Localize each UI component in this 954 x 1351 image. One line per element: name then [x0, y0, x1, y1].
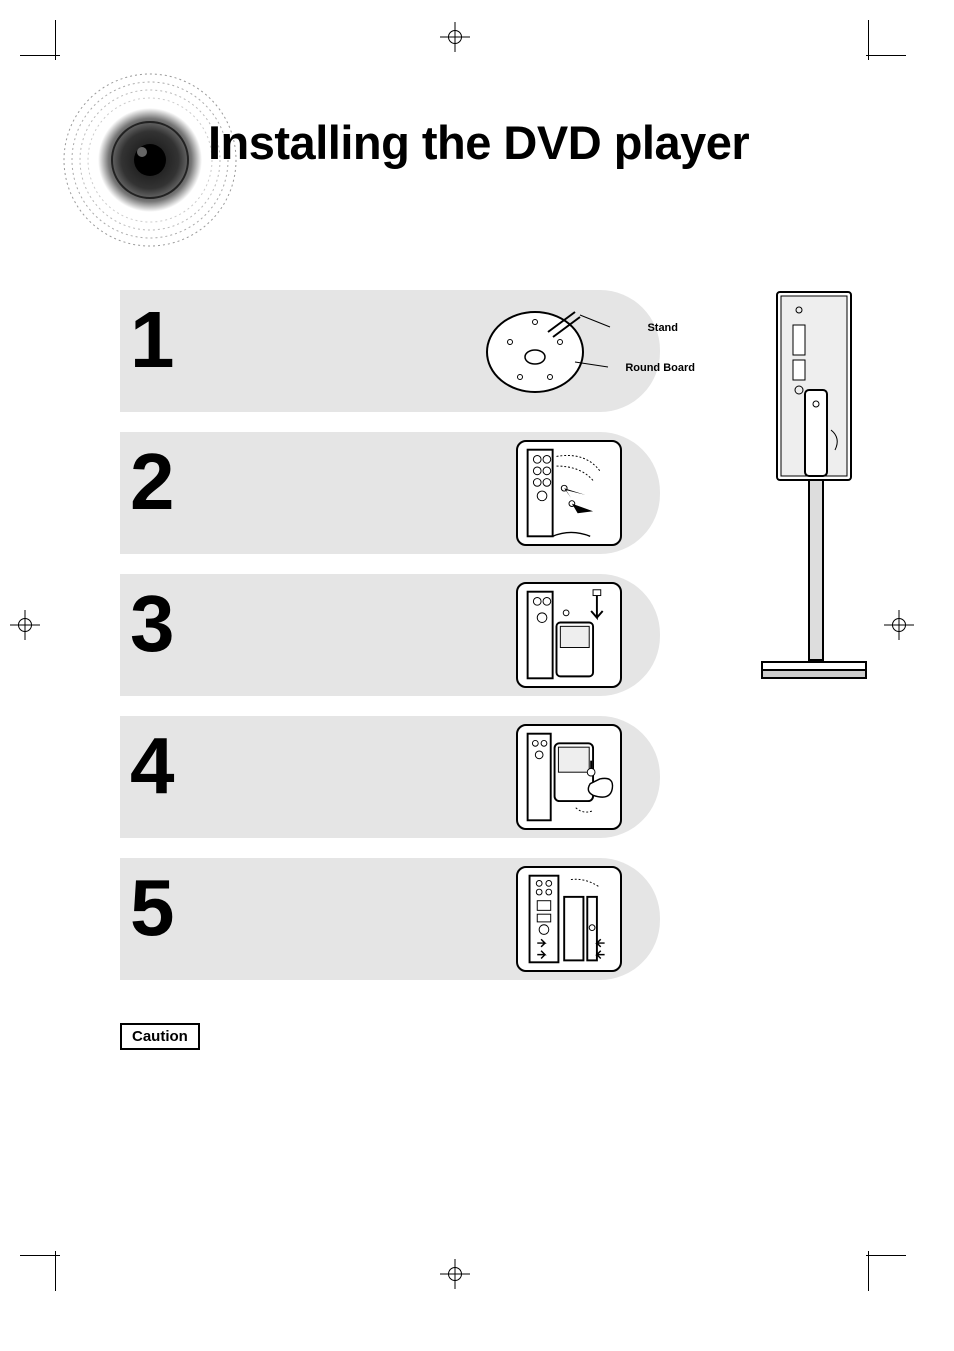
registration-mark [884, 610, 914, 640]
crop-mark [20, 55, 60, 56]
step-2-figure [516, 440, 622, 546]
step-5: 5 [120, 858, 660, 980]
step-3: 3 [120, 574, 660, 696]
registration-mark [10, 610, 40, 640]
step-number: 5 [130, 862, 175, 954]
step-4-figure [516, 724, 622, 830]
step-5-figure [516, 866, 622, 972]
registration-mark [440, 1259, 470, 1289]
crop-mark [866, 55, 906, 56]
step-3-figure [516, 582, 622, 688]
crop-mark [866, 1255, 906, 1256]
crop-mark [868, 20, 869, 60]
label-stand: Stand [647, 322, 678, 334]
page-title: Installing the DVD player [208, 115, 749, 170]
assembled-illustration [759, 290, 869, 700]
registration-mark [440, 22, 470, 52]
crop-mark [55, 1251, 56, 1291]
step-number: 4 [130, 720, 175, 812]
step-2: 2 [120, 432, 660, 554]
crop-mark [20, 1255, 60, 1256]
crop-mark [868, 1251, 869, 1291]
step-number: 3 [130, 578, 175, 670]
steps-list: 1 Stand Round Board [120, 290, 660, 1000]
caution-label: Caution [120, 1023, 200, 1050]
step-number: 2 [130, 436, 175, 528]
step-number: 1 [130, 294, 175, 386]
label-round-board: Round Board [625, 362, 695, 374]
step-4: 4 [120, 716, 660, 838]
step-1: 1 Stand Round Board [120, 290, 660, 412]
step-1-figure: Stand Round Board [480, 292, 640, 410]
crop-mark [55, 20, 56, 60]
